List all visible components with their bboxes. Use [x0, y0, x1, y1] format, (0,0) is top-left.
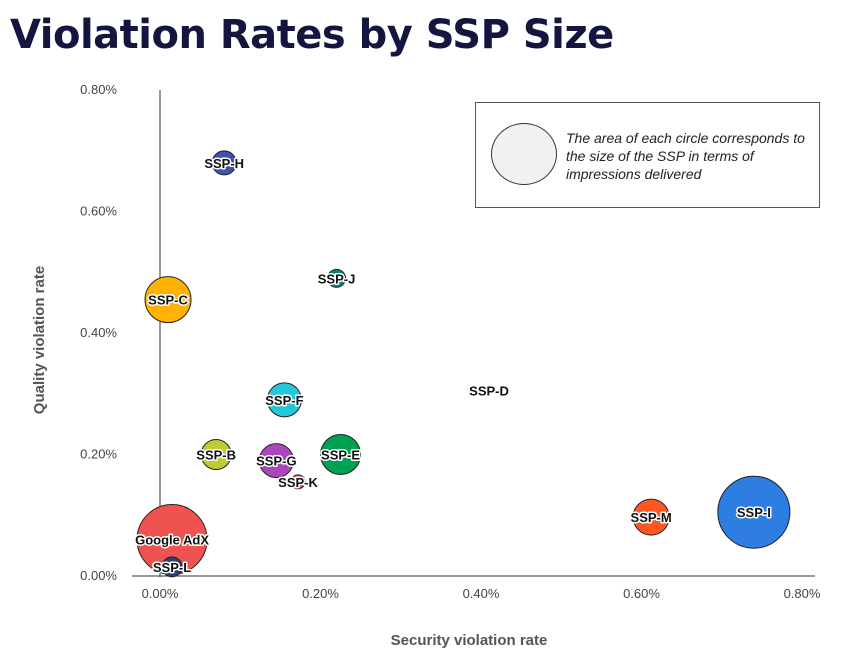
- x-tick-label: 0.60%: [623, 586, 660, 601]
- x-tick-label: 0.40%: [463, 586, 500, 601]
- bubble-label-ssp-i: SSP-I: [737, 505, 771, 520]
- y-tick-label: 0.00%: [80, 568, 117, 583]
- bubble-ssp-m: [632, 498, 670, 536]
- bubble-ssp-f: [266, 382, 302, 418]
- bubble-label-ssp-h: SSP-H: [204, 156, 244, 171]
- bubble-ssp-d: [486, 388, 492, 394]
- x-axis-label: Security violation rate: [391, 632, 548, 649]
- bubble-ssp-g: [258, 443, 294, 479]
- bubble-label-google-adx: Google AdX: [135, 533, 209, 548]
- x-tick-label: 0.20%: [302, 586, 339, 601]
- bubble-label-ssp-k: SSP-K: [278, 475, 318, 490]
- y-tick-label: 0.20%: [80, 447, 117, 462]
- size-legend: The area of each circle corresponds to t…: [475, 102, 820, 208]
- bubble-ssp-j: [327, 268, 347, 288]
- y-tick-label: 0.60%: [80, 204, 117, 219]
- bubble-ssp-l: [161, 556, 183, 578]
- bubble-label-ssp-b: SSP-B: [196, 448, 236, 463]
- y-axis-label: Quality violation rate: [31, 266, 48, 414]
- bubble-ssp-e: [320, 434, 362, 475]
- bubble-label-ssp-g: SSP-G: [256, 454, 296, 469]
- y-tick-label: 0.40%: [80, 325, 117, 340]
- bubble-ssp-h: [211, 150, 237, 176]
- bubble-label-ssp-d: SSP-D: [469, 384, 509, 399]
- bubble-ssp-c: [144, 276, 192, 324]
- bubble-label-ssp-j: SSP-J: [318, 271, 356, 286]
- y-tick-label: 0.80%: [80, 82, 117, 97]
- x-tick-label: 0.00%: [142, 586, 179, 601]
- bubble-ssp-i: [717, 475, 791, 549]
- x-tick-label: 0.80%: [784, 586, 821, 601]
- bubble-ssp-b: [200, 439, 232, 470]
- bubble-label-ssp-m: SSP-M: [631, 510, 672, 525]
- bubble-label-ssp-l: SSP-L: [153, 560, 191, 575]
- chart-title: Violation Rates by SSP Size: [10, 12, 614, 58]
- bubble-label-ssp-c: SSP-C: [148, 293, 188, 308]
- bubble-ssp-k: [290, 474, 306, 490]
- legend-size-circle: [491, 123, 557, 185]
- legend-note: The area of each circle corresponds to t…: [566, 130, 805, 182]
- bubble-label-ssp-e: SSP-E: [321, 448, 360, 463]
- bubble-label-ssp-f: SSP-F: [265, 393, 303, 408]
